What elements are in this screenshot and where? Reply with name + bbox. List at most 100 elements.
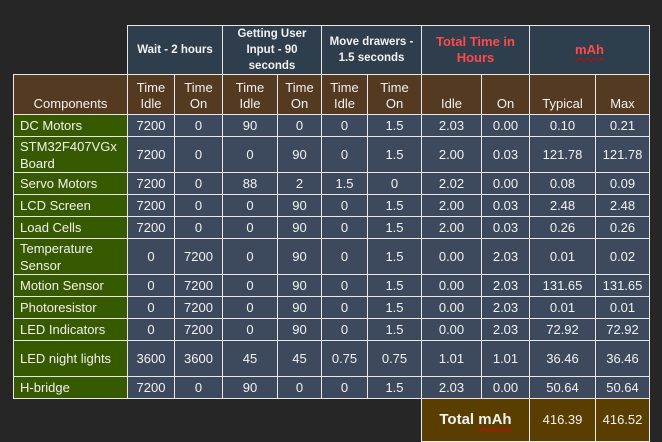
value-cell: 131.65: [529, 274, 596, 297]
total-max: 416.52: [595, 398, 650, 442]
value-cell: 0: [174, 194, 223, 217]
value-cell: 0: [321, 274, 368, 297]
table-body: DC Motors 7200 0 90 0 0 1.5 2.03 0.00 0.10 0.21 STM…: [13, 114, 650, 399]
group-header-row: Wait - 2 hours Getting User Input - 90 s…: [13, 25, 650, 75]
blank-cell: [13, 398, 422, 442]
value-cell: 7200: [127, 136, 175, 173]
value-cell: 0: [222, 274, 278, 297]
value-cell: 7200: [174, 274, 223, 297]
column-header: Time Idle: [321, 74, 368, 115]
value-cell: 7200: [127, 376, 175, 399]
value-cell: 0.00: [421, 274, 482, 297]
value-cell: 2.00: [421, 194, 482, 217]
value-cell: 0.01: [529, 296, 596, 319]
value-cell: 2.00: [421, 216, 482, 239]
value-cell: 7200: [127, 216, 175, 239]
value-cell: 0: [174, 172, 223, 195]
table-row: LED night lights 3600 3600 45 45 0.75 0.75 1.01…: [13, 340, 650, 377]
value-cell: 1.5: [367, 376, 422, 399]
value-cell: 7200: [127, 194, 175, 217]
value-cell: 0.09: [595, 172, 650, 195]
value-cell: 2.03: [481, 318, 530, 341]
table-row: Motion Sensor 0 7200 0 90 0 1.5 0.00 2.03 131.65 1…: [13, 274, 650, 297]
value-cell: 45: [222, 340, 278, 377]
value-cell: 0.01: [595, 296, 650, 319]
value-cell: 0: [222, 238, 278, 275]
value-cell: 1.01: [481, 340, 530, 377]
value-cell: 1.5: [367, 216, 422, 239]
value-cell: 0.03: [481, 216, 530, 239]
table-row: STM32F407VGx Board 7200 0 0 90 0 1.5 2.00 0.03 12…: [13, 136, 650, 173]
value-cell: 72.92: [595, 318, 650, 341]
value-cell: 2.03: [481, 296, 530, 319]
value-cell: 2.03: [481, 274, 530, 297]
group-header-wait: Wait - 2 hours: [127, 25, 223, 75]
value-cell: 90: [222, 114, 278, 137]
component-name: Photoresistor: [13, 296, 128, 319]
value-cell: 0: [277, 376, 322, 399]
value-cell: 1.5: [367, 238, 422, 275]
value-cell: 2.03: [421, 114, 482, 137]
value-cell: 1.5: [321, 172, 368, 195]
value-cell: 0: [127, 318, 175, 341]
value-cell: 7200: [174, 296, 223, 319]
value-cell: 90: [277, 274, 322, 297]
value-cell: 0.02: [595, 238, 650, 275]
value-cell: 36.46: [595, 340, 650, 377]
value-cell: 3600: [127, 340, 175, 377]
component-name: LED night lights: [13, 340, 128, 377]
value-cell: 0: [321, 238, 368, 275]
value-cell: 0: [127, 296, 175, 319]
value-cell: 0: [222, 318, 278, 341]
value-cell: 50.64: [595, 376, 650, 399]
component-name: H-bridge: [13, 376, 128, 399]
value-cell: 2.48: [595, 194, 650, 217]
value-cell: 121.78: [529, 136, 596, 173]
value-cell: 0.26: [529, 216, 596, 239]
value-cell: 0: [367, 172, 422, 195]
value-cell: 2.03: [421, 376, 482, 399]
column-header: Time Idle: [127, 74, 175, 115]
value-cell: 7200: [127, 172, 175, 195]
column-header: Idle: [421, 74, 482, 115]
value-cell: 131.65: [595, 274, 650, 297]
power-budget-table: Wait - 2 hours Getting User Input - 90 s…: [13, 25, 650, 442]
column-header: Time Idle: [222, 74, 278, 115]
value-cell: 0.01: [529, 238, 596, 275]
value-cell: 1.5: [367, 114, 422, 137]
value-cell: 1.01: [421, 340, 482, 377]
value-cell: 36.46: [529, 340, 596, 377]
value-cell: 0: [321, 194, 368, 217]
column-header: Typical: [529, 74, 596, 115]
table-row: Photoresistor 0 7200 0 90 0 1.5 0.00 2.03 0.01 0.0…: [13, 296, 650, 319]
blank-cell: [13, 25, 128, 75]
value-cell: 90: [277, 216, 322, 239]
value-cell: 88: [222, 172, 278, 195]
value-cell: 0: [127, 274, 175, 297]
value-cell: 1.5: [367, 318, 422, 341]
value-cell: 0: [277, 114, 322, 137]
component-name: Temperature Sensor: [13, 238, 128, 275]
table-row: Servo Motors 7200 0 88 2 1.5 0 2.02 0.00 0.08 0.09: [13, 172, 650, 195]
value-cell: 0.21: [595, 114, 650, 137]
column-header: Components: [13, 74, 128, 115]
value-cell: 0: [321, 318, 368, 341]
component-name: LCD Screen: [13, 194, 128, 217]
component-name: Load Cells: [13, 216, 128, 239]
value-cell: 50.64: [529, 376, 596, 399]
table-row: Temperature Sensor 0 7200 0 90 0 1.5 0.00 2.03 0.…: [13, 238, 650, 275]
value-cell: 2.00: [421, 136, 482, 173]
component-name: LED Indicators: [13, 318, 128, 341]
value-cell: 3600: [174, 340, 223, 377]
value-cell: 0.10: [529, 114, 596, 137]
value-cell: 0: [174, 216, 223, 239]
value-cell: 1.5: [367, 136, 422, 173]
value-cell: 45: [277, 340, 322, 377]
group-header-total-time: Total Time in Hours: [421, 25, 530, 75]
value-cell: 2.02: [421, 172, 482, 195]
value-cell: 7200: [127, 114, 175, 137]
value-cell: 0.75: [367, 340, 422, 377]
table-row: LED Indicators 0 7200 0 90 0 1.5 0.00 2.03 72.92 7…: [13, 318, 650, 341]
value-cell: 0: [321, 376, 368, 399]
component-name: DC Motors: [13, 114, 128, 137]
